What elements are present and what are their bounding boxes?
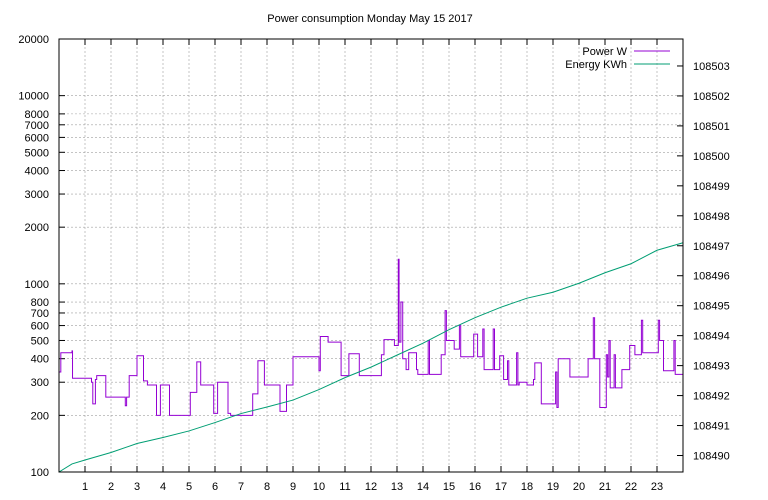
y-left-tick-label: 700 bbox=[31, 308, 49, 320]
x-tick-label: 18 bbox=[521, 481, 533, 493]
x-tick-label: 9 bbox=[290, 481, 296, 493]
x-tick-label: 23 bbox=[651, 481, 663, 493]
axis-ticks: 1 2 3 4 5 6 7 8 9 10 11 12 13 14 15 16 17 18 19 20 21 22 23100… bbox=[18, 34, 729, 493]
x-tick-label: 2 bbox=[108, 481, 114, 493]
y-right-tick-label: 108497 bbox=[693, 241, 730, 253]
y-left-tick-label: 20000 bbox=[18, 34, 49, 46]
x-tick-label: 15 bbox=[443, 481, 455, 493]
x-tick-label: 10 bbox=[313, 481, 325, 493]
x-tick-label: 12 bbox=[365, 481, 377, 493]
legend: Power W Energy KWh bbox=[565, 46, 670, 71]
y-right-tick-label: 108496 bbox=[693, 271, 730, 283]
grid bbox=[59, 38, 683, 473]
y-right-tick-label: 108491 bbox=[693, 421, 730, 433]
y-right-tick-label: 108498 bbox=[693, 211, 730, 223]
y-right-tick-label: 108494 bbox=[693, 331, 730, 343]
chart-title: Power consumption Monday May 15 2017 bbox=[267, 13, 472, 25]
y-left-tick-label: 10000 bbox=[18, 91, 49, 103]
x-tick-label: 20 bbox=[573, 481, 585, 493]
energy-series-line bbox=[58, 242, 684, 473]
x-tick-label: 11 bbox=[339, 481, 350, 493]
y-left-tick-label: 800 bbox=[31, 297, 49, 309]
legend-label-power: Power W bbox=[582, 46, 627, 58]
y-right-tick-label: 108502 bbox=[693, 91, 730, 103]
x-tick-label: 8 bbox=[264, 481, 270, 493]
y-left-tick-label: 4000 bbox=[25, 166, 49, 178]
x-tick-label: 4 bbox=[160, 481, 166, 493]
y-right-tick-label: 108500 bbox=[693, 151, 730, 163]
x-tick-label: 5 bbox=[186, 481, 192, 493]
x-tick-label: 19 bbox=[547, 481, 559, 493]
power-series-line bbox=[59, 258, 684, 416]
legend-label-energy: Energy KWh bbox=[565, 59, 627, 71]
x-tick-label: 13 bbox=[391, 481, 403, 493]
x-tick-label: 22 bbox=[625, 481, 637, 493]
x-tick-label: 3 bbox=[134, 481, 140, 493]
y-right-tick-label: 108503 bbox=[693, 61, 730, 73]
x-tick-label: 14 bbox=[417, 481, 429, 493]
y-left-tick-label: 2000 bbox=[25, 222, 49, 234]
y-left-tick-label: 5000 bbox=[25, 147, 49, 159]
y-left-tick-label: 500 bbox=[31, 335, 49, 347]
series-lines bbox=[58, 242, 684, 473]
y-right-tick-label: 108501 bbox=[693, 121, 730, 133]
plot-border bbox=[58, 38, 684, 473]
y-left-tick-label: 3000 bbox=[25, 189, 49, 201]
y-right-tick-label: 108495 bbox=[693, 301, 730, 313]
x-tick-label: 16 bbox=[469, 481, 481, 493]
x-tick-label: 6 bbox=[212, 481, 218, 493]
y-right-tick-label: 108490 bbox=[693, 451, 730, 463]
y-left-tick-label: 7000 bbox=[25, 120, 49, 132]
y-left-tick-label: 8000 bbox=[25, 109, 49, 121]
y-right-tick-label: 108492 bbox=[693, 391, 730, 403]
y-left-tick-label: 200 bbox=[31, 410, 49, 422]
x-tick-label: 21 bbox=[599, 481, 611, 493]
y-left-tick-label: 400 bbox=[31, 354, 49, 366]
y-left-tick-label: 100 bbox=[31, 467, 49, 479]
x-tick-label: 7 bbox=[238, 481, 244, 493]
y-right-tick-label: 108499 bbox=[693, 181, 730, 193]
y-left-tick-label: 1000 bbox=[25, 279, 49, 291]
x-tick-label: 1 bbox=[82, 481, 88, 493]
y-left-tick-label: 6000 bbox=[25, 132, 49, 144]
x-tick-label: 17 bbox=[495, 481, 507, 493]
y-right-tick-label: 108493 bbox=[693, 361, 730, 373]
y-left-tick-label: 600 bbox=[31, 321, 49, 333]
y-left-tick-label: 300 bbox=[31, 377, 49, 389]
